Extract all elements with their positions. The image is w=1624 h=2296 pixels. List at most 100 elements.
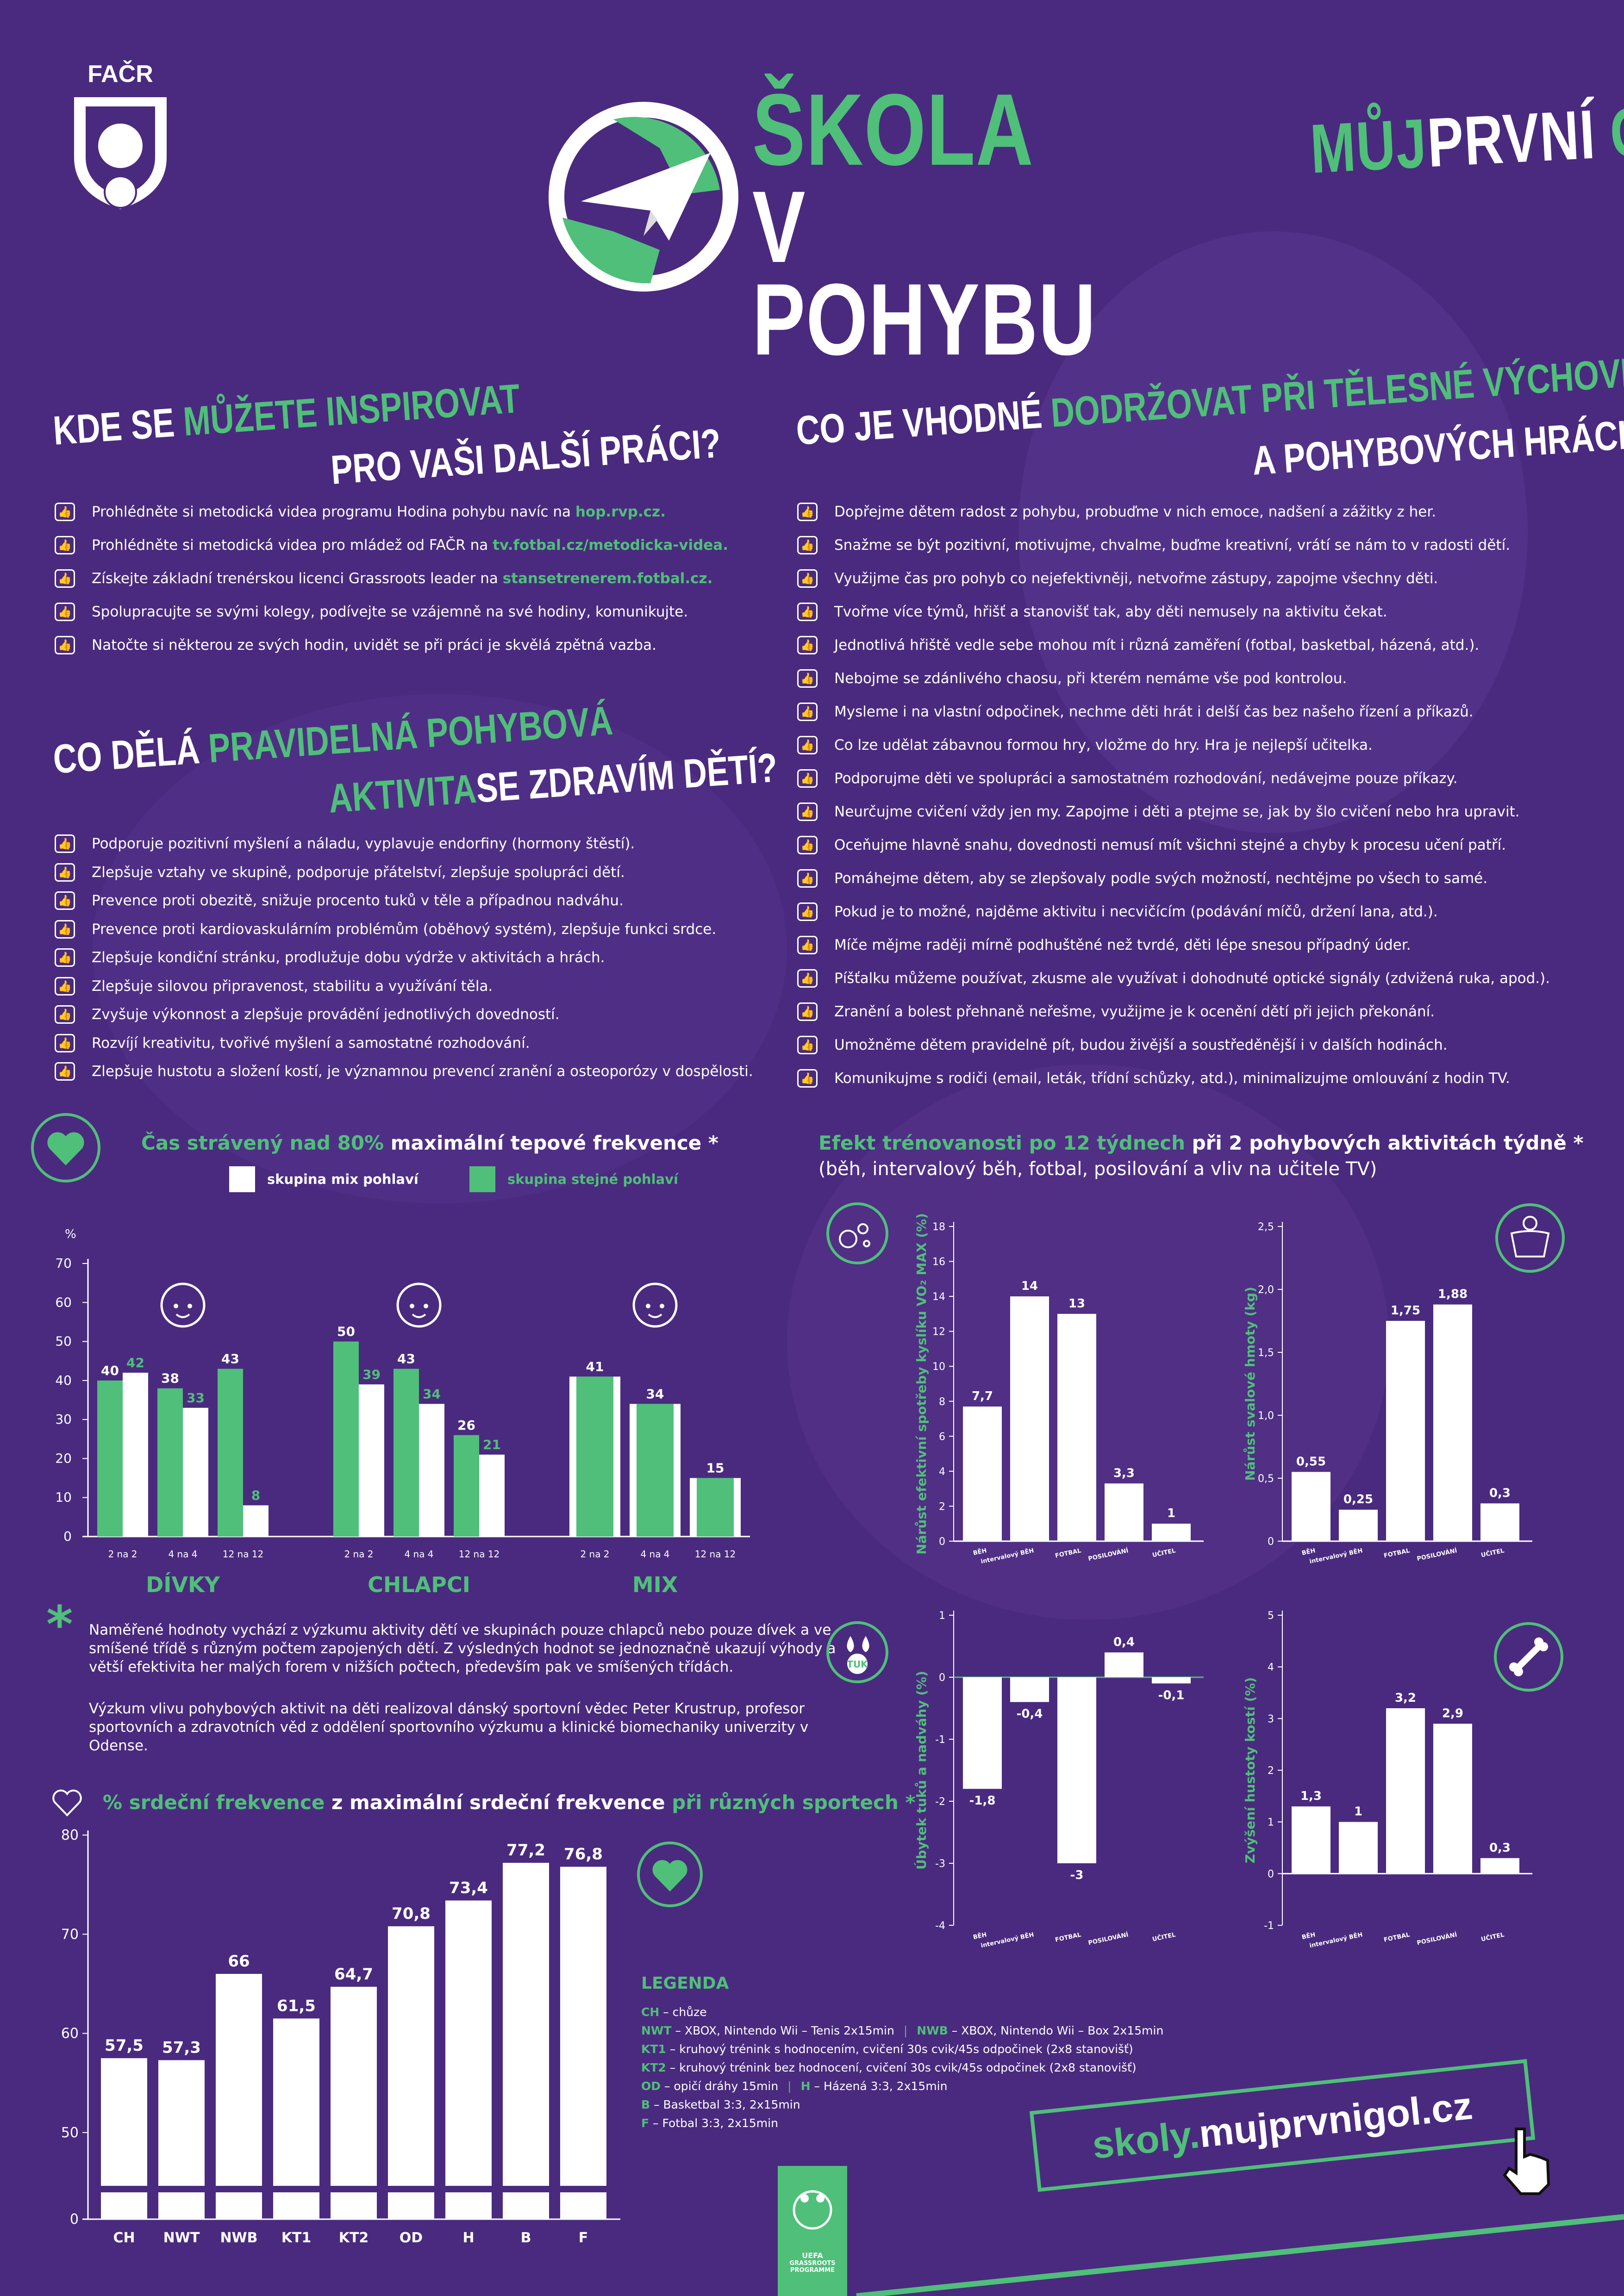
y-tick-label: 1,5: [1258, 1347, 1274, 1359]
mujprvnigol-logo: MŮJPRVNÍ GÓL: [1308, 85, 1624, 189]
child-face-mouth: [175, 1313, 190, 1318]
list-item-text: Dopřejme dětem radost z pohybu, probuďme…: [834, 504, 1437, 520]
data-label: 0,3: [1489, 1486, 1511, 1500]
tepova-title-green: Čas strávený nad 80%: [141, 1132, 384, 1154]
data-label: -0,1: [1158, 1688, 1185, 1702]
thumbs-up-icon: 👍: [797, 836, 818, 854]
legend-line: CH – chůze: [641, 2003, 1206, 2022]
x-tick-label: 4 na 4: [640, 1549, 669, 1560]
bar: [1152, 1524, 1191, 1541]
data-label: -1,8: [969, 1794, 996, 1808]
x-tick-label: 12 na 12: [459, 1549, 500, 1560]
bar: [1057, 1313, 1096, 1541]
heart-icon: [637, 1842, 703, 1907]
footer-diagonal: [856, 2214, 1624, 2296]
list-item-text: Míče mějme raději mírně podhuštěné než t…: [834, 937, 1411, 953]
legend-desc: – opičí dráhy 15min: [661, 2079, 779, 2093]
y-tick-label: 0,5: [1258, 1473, 1274, 1485]
website-part1[interactable]: skoly.: [1090, 2112, 1202, 2167]
bar: [216, 1974, 262, 2219]
list-item: 👍 Mysleme i na vlastní odpočinek, nechme …: [797, 703, 1584, 737]
list-item-text: Oceňujme hlavně snahu, dovednosti nemusí…: [834, 837, 1506, 853]
list-item: 👍 Zlepšuje silovou připravenost, stabilit…: [55, 977, 795, 1007]
bar: [963, 1406, 1002, 1541]
x-tick-label: BĚH: [972, 1547, 987, 1557]
thumbs-up-icon: 👍: [797, 669, 818, 688]
thumbs-up-icon: 👍: [55, 891, 75, 910]
trener-link[interactable]: stansetrenerem.fotbal.cz.: [502, 570, 713, 587]
list-item-text: Komunikujme s rodiči (email, leták, tříd…: [834, 1070, 1510, 1087]
list-item-text: Zlepšuje hustotu a složení kostí, je výz…: [92, 1063, 753, 1080]
website-part2[interactable]: mujprvnigol.cz: [1197, 2084, 1474, 2156]
tv-fotbal-link[interactable]: tv.fotbal.cz/metodicka-videa.: [493, 537, 728, 554]
child-face-eye: [660, 1304, 664, 1308]
child-face-eye: [410, 1304, 414, 1308]
skola-title-line2: V POHYBU: [752, 170, 1097, 376]
bar: [218, 1369, 243, 1537]
x-tick-label: intervalový BĚH: [1309, 1547, 1363, 1565]
axis-break: [559, 2186, 607, 2192]
list-item-text: Prohlédněte si metodická videa programu …: [92, 504, 575, 520]
y-tick-label: 0: [939, 1672, 945, 1684]
data-label: 1: [1354, 1805, 1362, 1819]
data-label: 43: [221, 1351, 239, 1367]
data-label: 76,8: [564, 1845, 603, 1864]
list-item-text: Umožněme dětem pravidelně pít, budou živ…: [834, 1037, 1448, 1053]
y-tick-label: -4: [935, 1920, 945, 1932]
bar: [1433, 1724, 1472, 1874]
bar: [1292, 1472, 1330, 1541]
tuky-chart: -4 -3 -2 -1 0 1 Úbytek tuků a nadváhy (%) -1,8 B…: [913, 1610, 1204, 1949]
data-label: 33: [187, 1390, 205, 1406]
list-item-text: Využijme čas pro pohyb co nejefektivněji…: [834, 570, 1438, 587]
bar: [1480, 1858, 1519, 1874]
data-label: 1: [1167, 1506, 1175, 1520]
bar: [157, 1388, 183, 1537]
list-item: 👍 Podporuje pozitivní myšlení a náladu, v…: [55, 834, 795, 864]
hand-cursor-icon: [1503, 2128, 1550, 2195]
x-tick-label: BĚH: [1301, 1931, 1316, 1941]
muscle-icon: [1495, 1203, 1565, 1273]
hop-link[interactable]: hop.rvp.cz.: [575, 504, 666, 520]
legend-code: CH: [641, 2005, 660, 2019]
bar: [333, 1341, 359, 1537]
list-item-text: Píšťalku můžeme používat, zkusme ale vyu…: [834, 970, 1550, 987]
bar: [576, 1376, 613, 1537]
y-axis-label: Úbytek tuků a nadváhy (%): [913, 1671, 929, 1870]
bar: [963, 1677, 1002, 1789]
data-label: 1,75: [1391, 1304, 1420, 1318]
background-shape: [1018, 231, 1528, 833]
tepova-title: Čas strávený nad 80% maximální tepové fr…: [141, 1132, 718, 1154]
child-face-icon: [160, 1282, 206, 1328]
legend-desc: – XBOX, Nintendo Wii – Box 2x15min: [948, 2024, 1164, 2037]
list-item-text: Nebojme se zdánlivého chaosu, při kterém…: [834, 670, 1347, 687]
x-tick-label: POSILOVÁNÍ: [1087, 1931, 1129, 1947]
legend-desc: – kruhový trénink bez hodnocení, cvičení…: [666, 2061, 1137, 2074]
x-tick-label: OD: [400, 2230, 423, 2246]
drops-icon: TUK: [826, 1621, 888, 1683]
activity-list: 👍 Podporuje pozitivní myšlení a náladu, v…: [55, 834, 795, 1092]
bar: [637, 1404, 674, 1537]
list-item: 👍 Prevence proti kardiovaskulárním problé…: [55, 920, 795, 950]
data-label: 39: [362, 1367, 381, 1382]
activity-title-line2a: AKTIVITA: [327, 765, 478, 821]
y-tick-label: 1: [939, 1610, 945, 1622]
brand-prvni: PRVNÍ: [1425, 95, 1598, 182]
list-item: 👍 Co lze udělat zábavnou formou hry, vlož…: [797, 736, 1584, 770]
srdecni-chart: 0 50 60 70 80 57,5 CH 57,3 NWT 66 NWB 61,5 KT1 64,7 KT…: [61, 1827, 620, 2246]
data-label: 77,2: [506, 1841, 545, 1860]
kosti-chart: -1 0 1 2 3 4 5 Zvýšení hustoty kostí (%) 1,3 BĚH 1…: [1243, 1610, 1532, 1949]
y-tick-label: -1: [935, 1734, 945, 1746]
bar: [359, 1384, 384, 1537]
child-face-eye: [174, 1304, 178, 1308]
axis-break: [330, 2186, 378, 2192]
inspire-list: 👍 Prohlédněte si metodická videa programu…: [55, 503, 795, 670]
x-tick-label: B: [521, 2230, 531, 2246]
list-item: 👍 Zvyšuje výkonnost a zlepšuje provádění …: [55, 1005, 795, 1035]
bar: [183, 1407, 208, 1537]
y-axis-label: Nárůst efektivní spotřeby kyslíku VO₂ MA…: [914, 1213, 929, 1555]
child-face-mouth: [412, 1313, 426, 1318]
legend-desc: – Basketbal 3:3, 2x15min: [650, 2098, 800, 2111]
x-tick-label: FOTBAL: [1055, 1547, 1082, 1560]
thumbs-up-icon: 👍: [55, 1005, 75, 1024]
legend-line: NWT – XBOX, Nintendo Wii – Tenis 2x15min…: [641, 2024, 1164, 2037]
